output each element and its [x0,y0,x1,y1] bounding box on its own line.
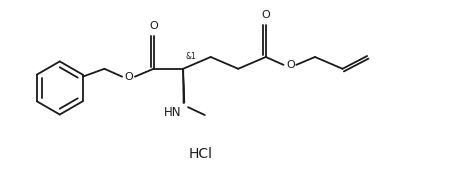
Text: O: O [286,60,295,70]
Text: HN: HN [164,106,181,119]
Text: O: O [262,10,270,20]
Text: &1: &1 [185,52,196,61]
Text: O: O [125,72,133,82]
Text: HCl: HCl [188,147,213,161]
Text: O: O [149,21,158,31]
